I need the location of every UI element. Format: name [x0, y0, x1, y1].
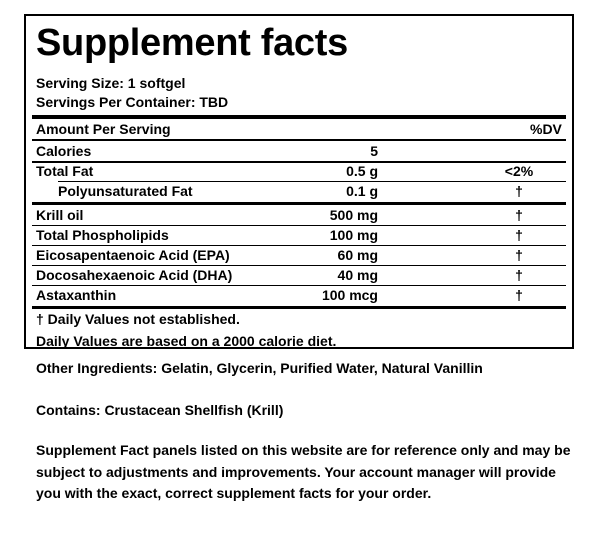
- nutrient-amount: 5: [370, 143, 378, 159]
- nutrient-dv: †: [515, 267, 523, 283]
- section-divider: [32, 202, 566, 205]
- nutrient-dv: †: [515, 287, 523, 303]
- nutrient-name: Astaxanthin: [36, 287, 117, 303]
- nutrient-name: Eicosapentaenoic Acid (EPA): [36, 247, 230, 263]
- other-ingredients: Other Ingredients: Gelatin, Glycerin, Pu…: [36, 360, 483, 376]
- nutrient-dv: †: [515, 183, 523, 199]
- row-divider: [32, 245, 566, 246]
- nutrient-name: Total Fat: [36, 163, 94, 179]
- nutrient-name: Docosahexaenoic Acid (DHA): [36, 267, 233, 283]
- footnote-calorie-diet: Daily Values are based on a 2000 calorie…: [36, 333, 337, 349]
- nutrient-name: Total Phospholipids: [36, 227, 169, 243]
- serving-size: Serving Size: 1 softgel: [36, 75, 186, 91]
- row-divider: [32, 161, 566, 163]
- nutrient-amount: 0.5 g: [346, 163, 378, 179]
- nutrient-amount: 500 mg: [329, 207, 378, 223]
- supplement-facts-panel: Supplement facts Serving Size: 1 softgel…: [24, 14, 574, 349]
- row-divider: [32, 265, 566, 266]
- amount-per-serving-header: Amount Per Serving: [36, 121, 171, 137]
- header-divider: [32, 139, 566, 141]
- nutrient-amount: 40 mg: [337, 267, 378, 283]
- nutrient-amount: 60 mg: [337, 247, 378, 263]
- nutrient-name: Calories: [36, 143, 92, 159]
- contains-allergen: Contains: Crustacean Shellfish (Krill): [36, 402, 284, 418]
- nutrient-dv: †: [515, 227, 523, 243]
- nutrient-dv: †: [515, 247, 523, 263]
- nutrient-amount: 0.1 g: [346, 183, 378, 199]
- dv-header: %DV: [530, 121, 562, 137]
- nutrient-dv: †: [515, 207, 523, 223]
- panel-title: Supplement facts: [36, 22, 348, 64]
- footnote-dv-not-established: † Daily Values not established.: [36, 311, 240, 327]
- footnote-divider: [32, 306, 566, 309]
- nutrient-name: Polyunsaturated Fat: [58, 183, 193, 199]
- row-divider: [32, 225, 566, 226]
- nutrient-dv: <2%: [504, 163, 534, 179]
- servings-per-container: Servings Per Container: TBD: [36, 94, 229, 110]
- row-divider: [32, 285, 566, 286]
- nutrient-name: Krill oil: [36, 207, 84, 223]
- disclaimer: Supplement Fact panels listed on this we…: [36, 442, 571, 502]
- row-divider: [58, 181, 566, 182]
- thick-divider: [32, 115, 566, 119]
- nutrient-amount: 100 mcg: [321, 287, 378, 303]
- nutrient-amount: 100 mg: [329, 227, 378, 243]
